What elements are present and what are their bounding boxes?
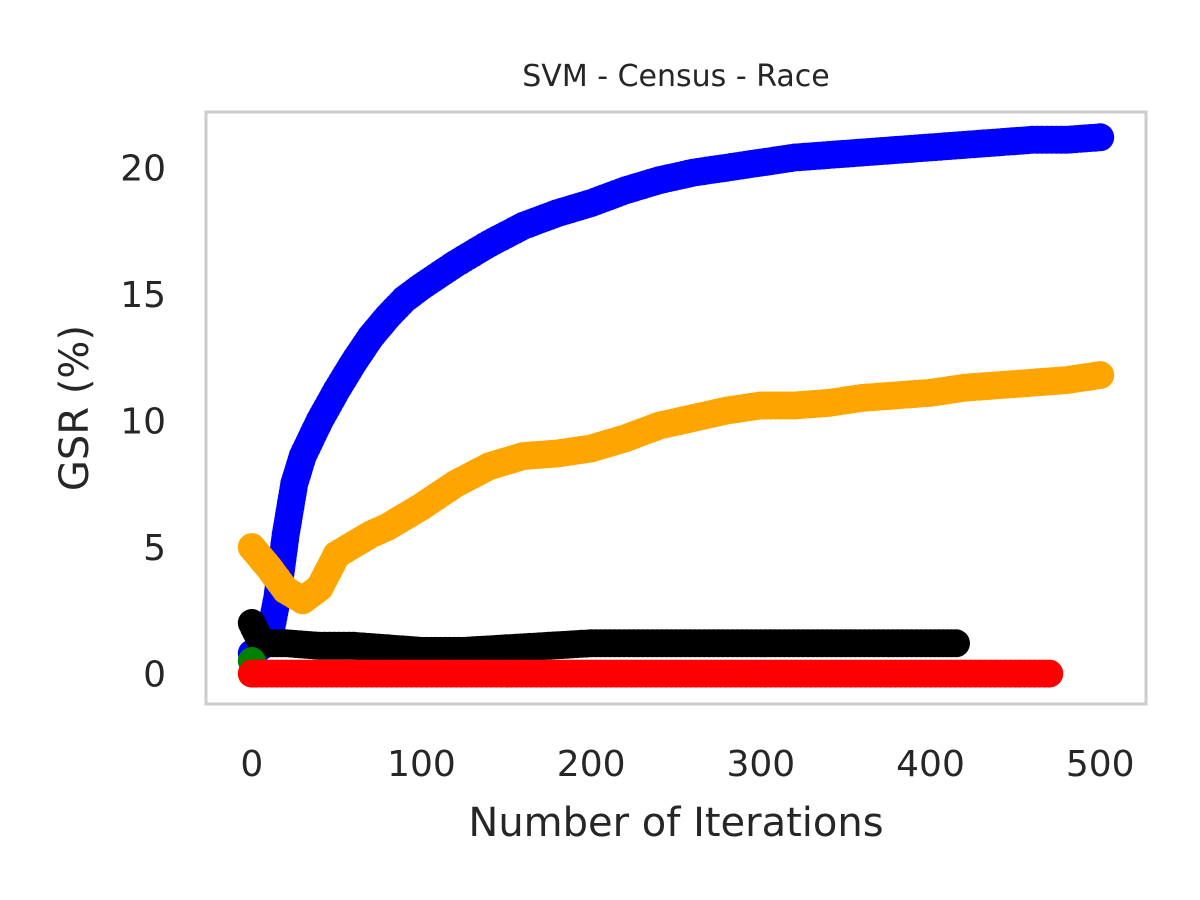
y-tick-label: 5 xyxy=(143,528,166,569)
y-axis-ticks: 0 5 10 15 20 xyxy=(120,149,166,696)
chart-title: SVM - Census - Race xyxy=(522,59,829,94)
y-tick-label: 20 xyxy=(120,149,166,190)
data-point xyxy=(1086,361,1115,390)
x-axis-ticks: 0 100 200 300 400 500 xyxy=(240,744,1134,785)
series-layer xyxy=(237,123,1115,688)
series-2 xyxy=(237,609,970,665)
data-point xyxy=(1086,123,1115,152)
data-point xyxy=(1035,659,1064,688)
y-tick-label: 15 xyxy=(120,275,166,316)
x-tick-label: 0 xyxy=(240,744,263,785)
y-axis-label: GSR (%) xyxy=(52,325,98,491)
x-tick-label: 300 xyxy=(726,744,795,785)
y-tick-label: 10 xyxy=(120,402,166,443)
series-1 xyxy=(237,361,1115,615)
data-point xyxy=(942,629,970,658)
plot-frame xyxy=(204,110,1148,706)
x-axis-label: Number of Iterations xyxy=(468,800,883,846)
x-tick-label: 100 xyxy=(387,744,456,785)
x-tick-label: 400 xyxy=(896,744,965,785)
x-tick-label: 500 xyxy=(1066,744,1135,785)
x-tick-label: 200 xyxy=(557,744,626,785)
y-tick-label: 0 xyxy=(143,655,166,696)
series-4 xyxy=(237,659,1064,688)
